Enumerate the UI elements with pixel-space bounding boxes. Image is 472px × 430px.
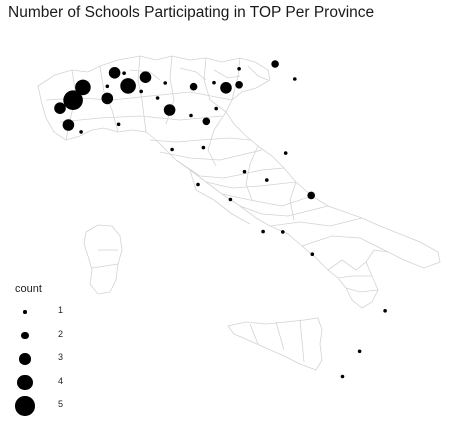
province-point <box>340 374 345 379</box>
province-point <box>283 151 288 155</box>
legend-label: 2 <box>58 328 64 339</box>
province-point <box>228 197 233 202</box>
province-point <box>201 145 206 150</box>
province-point <box>237 67 241 71</box>
province-point <box>62 119 75 131</box>
legend-label: 1 <box>58 305 64 315</box>
legend-title: count <box>15 283 42 295</box>
province-point <box>163 81 167 85</box>
province-point <box>265 178 269 182</box>
mainland-outline <box>37 55 441 309</box>
province-point <box>357 349 362 354</box>
province-point <box>235 81 243 89</box>
legend-symbol <box>19 353 31 365</box>
legend-label: 4 <box>58 375 64 386</box>
province-point <box>271 60 279 68</box>
province-point <box>155 96 160 100</box>
legend-item: 5 <box>10 396 70 416</box>
province-borders <box>37 55 441 371</box>
province-point <box>63 90 83 110</box>
province-point <box>281 230 285 234</box>
province-point <box>75 79 91 96</box>
province-point <box>220 82 232 94</box>
province-point <box>214 106 218 111</box>
legend-item: 4 <box>10 373 70 393</box>
province-point <box>120 78 136 94</box>
province-point <box>310 252 315 256</box>
province-point <box>202 117 211 126</box>
province-point <box>261 229 265 234</box>
province-point <box>196 182 200 187</box>
province-point <box>105 84 110 89</box>
province-point <box>212 80 216 85</box>
legend-label: 3 <box>58 352 64 362</box>
province-point <box>170 147 174 152</box>
province-point <box>54 102 66 114</box>
province-point <box>108 67 121 79</box>
legend-symbol <box>23 310 27 314</box>
point-layer <box>54 60 387 379</box>
province-point <box>101 92 114 105</box>
province-point <box>116 122 121 127</box>
province-point <box>307 191 316 200</box>
legend-item: 2 <box>10 326 70 346</box>
province-point <box>242 169 247 174</box>
legend-symbol <box>15 396 35 416</box>
legend-symbol <box>17 374 33 391</box>
province-point <box>122 71 126 75</box>
legend-label: 5 <box>58 399 64 409</box>
sicily-outline <box>227 317 323 371</box>
sardinia-outline <box>83 224 123 295</box>
province-point <box>139 71 152 83</box>
province-point <box>189 82 198 91</box>
legend-symbol <box>21 331 29 340</box>
province-point <box>293 77 297 81</box>
province-point <box>189 113 193 118</box>
legend-item: 3 <box>10 349 70 369</box>
legend-item: 1 <box>10 302 70 322</box>
province-point <box>163 104 176 116</box>
chart-title: Number of Schools Participating in TOP P… <box>8 4 375 21</box>
province-point <box>383 309 387 313</box>
province-point <box>79 130 83 134</box>
province-point <box>139 89 143 94</box>
